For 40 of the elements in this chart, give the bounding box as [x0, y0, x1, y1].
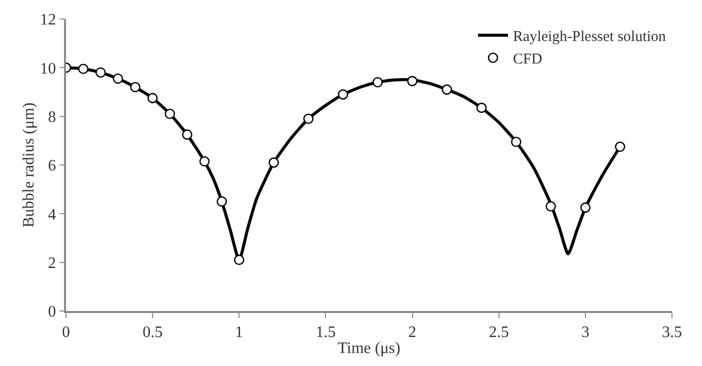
point	[78, 64, 88, 74]
x-tick-label: 2	[408, 324, 416, 341]
y-tick-label: 0	[48, 304, 56, 321]
y-axis-title: Bubble radius (μm)	[20, 102, 38, 228]
point	[199, 156, 210, 166]
point	[182, 129, 192, 140]
legend-label: Rayleigh-Plesset solution	[513, 29, 666, 46]
x-tick-label: 1	[235, 324, 244, 341]
y-tick-label: 4	[48, 206, 56, 224]
x-axis-title: Time (μs)	[338, 340, 400, 358]
point	[216, 196, 227, 207]
point	[614, 142, 626, 152]
point	[234, 254, 244, 266]
point	[511, 136, 522, 148]
x-tick-label: 1.5	[316, 324, 336, 341]
x-tick-label: 0	[62, 324, 70, 341]
x-tick-label: 3	[581, 324, 590, 341]
y-tick-label: 12	[40, 12, 56, 29]
point	[372, 77, 383, 88]
point	[112, 73, 124, 84]
point	[338, 89, 348, 100]
legend-label: CFD	[513, 52, 542, 68]
point	[476, 102, 487, 113]
point	[130, 82, 140, 92]
y-tick-label: 8	[48, 108, 56, 126]
point	[95, 67, 106, 78]
y-tick-label: 10	[40, 60, 56, 78]
point	[442, 84, 452, 95]
x-tick-label: 2.5	[488, 324, 509, 341]
point	[546, 201, 556, 212]
point	[268, 157, 279, 168]
y-tick-label: 6	[48, 158, 56, 175]
point	[164, 108, 176, 120]
point	[580, 202, 591, 213]
point	[147, 92, 158, 104]
y-tick-label: 2	[48, 254, 56, 272]
x-tick-label: 3.5	[662, 324, 682, 341]
point	[303, 114, 314, 124]
point	[407, 76, 418, 86]
x-tick-label: 0.5	[142, 324, 163, 341]
